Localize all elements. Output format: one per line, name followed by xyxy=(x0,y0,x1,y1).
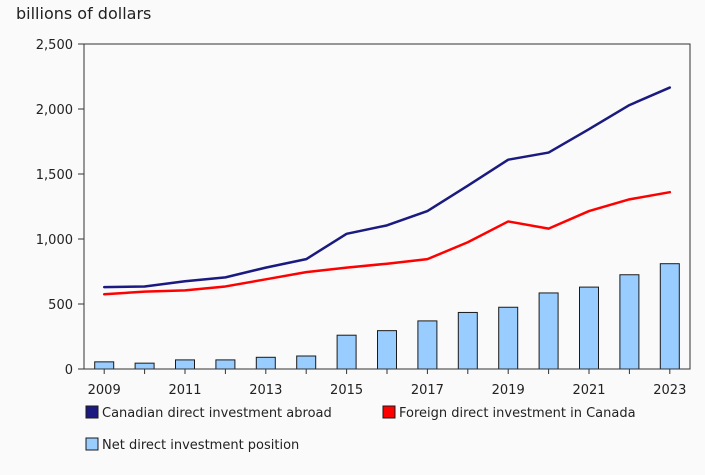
bar-net-direct-investment xyxy=(659,263,680,370)
bar-net-direct-investment xyxy=(457,311,478,370)
x-tick-label: 2015 xyxy=(330,383,363,398)
x-tick-label: 2019 xyxy=(492,383,525,398)
bar-net-direct-investment xyxy=(377,330,397,370)
lines-group xyxy=(102,86,672,296)
y-tick-label: 0 xyxy=(65,363,73,378)
legend: Canadian direct investment abroad Foreign… xyxy=(85,405,636,453)
y-tick-label: 2,000 xyxy=(36,103,73,118)
bar-net-direct-investment xyxy=(538,292,559,370)
y-tick-label: 2,500 xyxy=(36,38,73,53)
bar-net-direct-investment xyxy=(336,334,357,370)
plot-frame xyxy=(83,43,691,370)
x-axis: 2009 2011 2013 2015 2017 2019 2021 2023 xyxy=(88,369,686,398)
x-tick-label: 2017 xyxy=(411,383,444,398)
legend-canadian-abroad-swatch xyxy=(85,405,99,419)
line-foreign-direct-investment-in-canada xyxy=(102,190,672,296)
bar-net-direct-investment xyxy=(296,355,317,370)
x-tick-label: 2011 xyxy=(168,383,201,398)
x-tick-label: 2013 xyxy=(249,383,282,398)
legend-canadian-abroad-label: Canadian direct investment abroad xyxy=(102,406,332,421)
legend-foreign-in-canada-label: Foreign direct investment in Canada xyxy=(399,406,636,421)
bar-net-direct-investment xyxy=(417,320,438,370)
line-canadian-direct-investment-abroad xyxy=(102,86,672,289)
y-tick-label: 1,500 xyxy=(36,168,73,183)
bar-net-direct-investment xyxy=(579,286,599,370)
bar-net-direct-investment xyxy=(175,359,195,370)
bar-net-direct-investment xyxy=(619,274,640,370)
y-tick-label: 500 xyxy=(48,298,73,313)
bar-net-direct-investment xyxy=(498,306,519,370)
bar-net-direct-investment xyxy=(255,356,276,370)
bars-group xyxy=(94,263,680,370)
y-axis-title: billions of dollars xyxy=(16,4,151,23)
bar-net-direct-investment xyxy=(94,361,115,370)
x-tick-label: 2023 xyxy=(653,383,686,398)
bar-net-direct-investment xyxy=(134,362,155,370)
legend-net-position-label: Net direct investment position xyxy=(102,438,299,453)
y-axis: 0 500 1,000 1,500 2,000 2,500 xyxy=(36,38,84,378)
x-tick-label: 2021 xyxy=(572,383,605,398)
legend-foreign-in-canada-swatch xyxy=(382,405,396,419)
legend-net-position-swatch xyxy=(85,437,99,451)
x-tick-label: 2009 xyxy=(88,383,121,398)
bar-net-direct-investment xyxy=(215,359,236,370)
y-tick-label: 1,000 xyxy=(36,233,73,248)
